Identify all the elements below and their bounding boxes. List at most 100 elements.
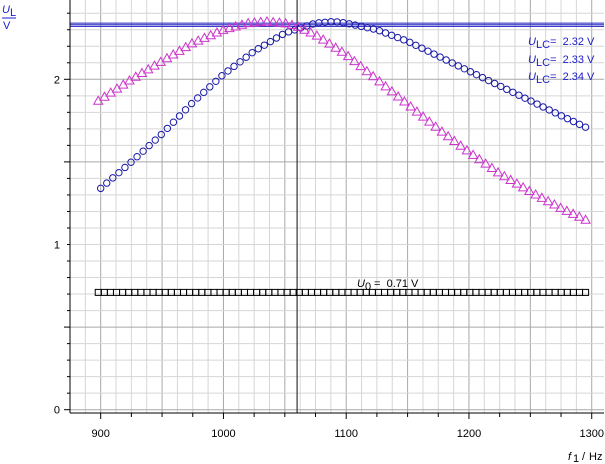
data-point xyxy=(261,16,273,26)
data-point xyxy=(539,103,547,111)
data-point xyxy=(205,29,217,40)
svg-text:LC: LC xyxy=(536,57,550,69)
data-point xyxy=(449,135,460,145)
data-point xyxy=(224,67,232,75)
data-point xyxy=(330,42,342,52)
data-point xyxy=(563,114,572,123)
data-point xyxy=(430,121,441,131)
data-point xyxy=(542,195,554,206)
x-axis-unit: Hz xyxy=(589,451,602,463)
data-point xyxy=(121,163,129,172)
data-point xyxy=(254,45,262,53)
data-point xyxy=(582,288,590,296)
data-point xyxy=(115,168,123,177)
data-point xyxy=(386,85,398,96)
data-point xyxy=(211,27,223,37)
svg-text:LC: LC xyxy=(536,74,550,86)
data-point xyxy=(555,202,566,212)
data-point xyxy=(103,179,111,187)
data-point xyxy=(424,116,435,126)
data-point xyxy=(497,82,505,91)
data-point xyxy=(536,192,548,202)
data-point xyxy=(324,38,335,48)
data-point xyxy=(503,85,511,94)
data-point xyxy=(460,65,469,73)
data-point xyxy=(199,32,210,42)
data-point xyxy=(527,97,535,105)
data-point xyxy=(242,53,250,61)
data-point xyxy=(192,35,204,45)
data-point xyxy=(466,68,475,76)
svg-text:LC: LC xyxy=(536,39,550,51)
x-axis-subscript: 1 xyxy=(573,453,579,464)
data-point xyxy=(96,184,105,193)
data-point xyxy=(317,34,329,44)
x-tick-label: 900 xyxy=(92,428,110,440)
y-tick-label: 1 xyxy=(54,239,60,251)
data-point xyxy=(548,199,560,209)
data-point xyxy=(133,153,141,161)
data-point xyxy=(484,76,493,85)
data-point xyxy=(509,88,517,96)
data-point xyxy=(418,44,426,52)
svg-text:/: / xyxy=(582,451,586,463)
data-point xyxy=(505,174,516,184)
data-point xyxy=(412,41,420,50)
data-point xyxy=(492,166,504,177)
svg-text:= 0.71 V: = 0.71 V xyxy=(371,278,419,290)
data-point xyxy=(472,70,481,79)
data-point xyxy=(405,101,416,111)
data-point xyxy=(511,178,523,188)
data-point xyxy=(280,17,292,28)
data-point xyxy=(230,20,242,31)
x-tick-label: 1100 xyxy=(334,428,358,440)
svg-text:0: 0 xyxy=(365,281,371,293)
data-point xyxy=(515,91,523,99)
data-point xyxy=(336,46,348,56)
svg-text:= 2.32 V: = 2.32 V xyxy=(547,36,595,48)
data-point xyxy=(236,19,248,29)
reference-lines xyxy=(70,0,604,413)
data-point xyxy=(266,37,275,46)
data-point xyxy=(361,65,373,76)
data-point xyxy=(212,77,220,85)
series-circle xyxy=(96,18,590,193)
data-point xyxy=(169,118,178,126)
data-point xyxy=(333,18,341,26)
data-point xyxy=(545,106,553,114)
data-point xyxy=(455,140,466,150)
data-point xyxy=(175,112,184,120)
series-triangle xyxy=(92,16,591,224)
data-point xyxy=(551,109,559,117)
data-point xyxy=(139,147,147,155)
data-point xyxy=(249,17,260,27)
data-point xyxy=(442,130,454,141)
series-square xyxy=(94,288,590,296)
data-point xyxy=(581,123,590,131)
data-point xyxy=(381,29,390,37)
data-point xyxy=(349,55,360,66)
x-tick-label: 1200 xyxy=(457,428,481,440)
data-point xyxy=(305,26,317,37)
data-point xyxy=(569,117,578,126)
data-point xyxy=(523,185,535,196)
axes: 900 1000 1100 1200 1300 0 1 2 xyxy=(54,0,604,440)
data-point xyxy=(109,174,117,182)
data-point xyxy=(400,36,408,44)
data-point xyxy=(567,208,579,218)
data-point xyxy=(580,214,591,224)
data-point xyxy=(467,149,479,159)
data-point xyxy=(355,60,367,71)
data-point xyxy=(387,31,396,39)
data-point xyxy=(436,126,448,136)
data-point xyxy=(193,94,202,102)
data-point xyxy=(236,58,244,66)
x-axis-symbol: f xyxy=(568,451,572,463)
data-point xyxy=(411,106,423,116)
annotation-ulc-3: U LC = 2.34 V xyxy=(528,71,595,86)
y-axis-label: U L V xyxy=(2,4,16,32)
data-point xyxy=(217,24,229,34)
data-point xyxy=(533,100,541,108)
data-point xyxy=(442,56,450,64)
